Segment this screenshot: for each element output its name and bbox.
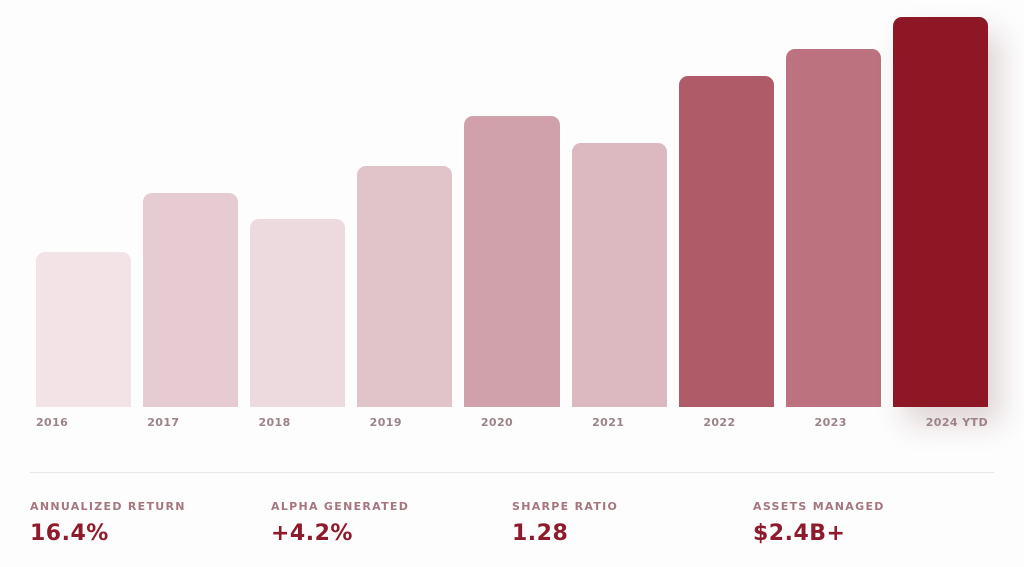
x-axis-label-2018: 2018 — [258, 416, 291, 429]
stat-alpha-generated: ALPHA GENERATED +4.2% — [271, 500, 512, 547]
x-axis-label-2017: 2017 — [147, 416, 180, 429]
stat-label-sharpe-ratio: SHARPE RATIO — [512, 500, 619, 513]
x-axis-labels: 2016 2017 2018 2019 2020 2021 2022 2023 2024 YTD — [36, 416, 988, 430]
x-axis-label-2016: 2016 — [36, 416, 69, 429]
stat-value-sharpe-ratio: 1.28 — [512, 521, 569, 546]
x-axis-label-2022: 2022 — [703, 416, 736, 429]
bar-2017 — [143, 192, 239, 407]
performance-bar-chart — [36, 0, 988, 407]
stat-value-assets-managed: $2.4B+ — [753, 521, 846, 546]
stat-assets-managed: ASSETS MANAGED $2.4B+ — [753, 500, 994, 547]
bar-2024-ytd — [892, 17, 988, 407]
stats-divider — [30, 472, 994, 473]
x-axis-label-2020: 2020 — [480, 416, 514, 429]
bar-2022 — [678, 76, 774, 407]
x-axis-label-2024-ytd: 2024 YTD — [925, 416, 988, 429]
bar-2019 — [357, 166, 453, 407]
stat-label-assets-managed: ASSETS MANAGED — [753, 500, 885, 513]
stats-row: ANNUALIZED RETURN 16.4% ALPHA GENERATED +4.… — [30, 500, 994, 547]
stat-annualized-return: ANNUALIZED RETURN 16.4% — [30, 500, 271, 547]
stat-value-alpha-generated: +4.2% — [271, 521, 353, 546]
x-axis-label-2019: 2019 — [369, 416, 402, 429]
stat-value-annualized-return: 16.4% — [30, 521, 109, 546]
x-axis-label-2021: 2021 — [592, 416, 625, 429]
stat-sharpe-ratio: SHARPE RATIO 1.28 — [512, 500, 753, 547]
bar-2018 — [250, 218, 346, 407]
stat-label-annualized-return: ANNUALIZED RETURN — [30, 500, 186, 513]
bar-2020 — [464, 116, 560, 407]
x-axis-label-2023: 2023 — [814, 416, 847, 429]
bar-2021 — [571, 142, 667, 407]
bar-2016 — [36, 251, 132, 407]
bar-2023 — [785, 48, 881, 407]
stat-label-alpha-generated: ALPHA GENERATED — [271, 500, 410, 513]
